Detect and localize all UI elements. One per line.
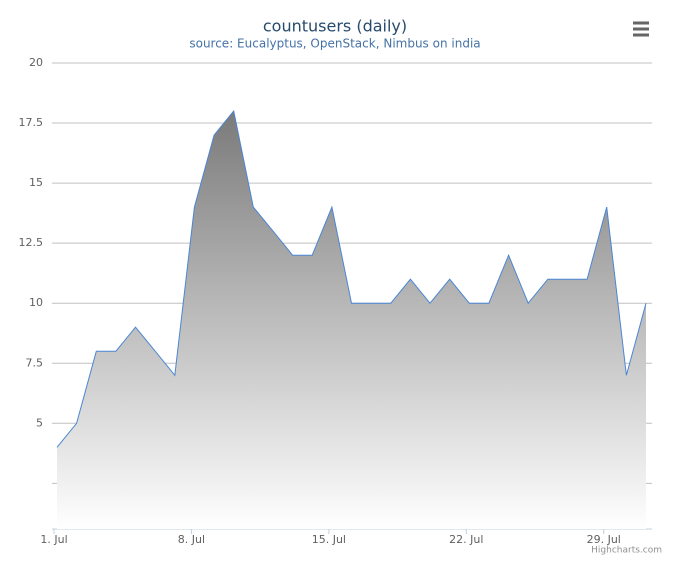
chart-subtitle: source: Eucalyptus, OpenStack, Nimbus on… [189, 37, 480, 51]
y-tick-label: 7.5 [26, 356, 44, 369]
y-tick-label: 12.5 [19, 236, 44, 249]
y-tick-label: 15 [29, 176, 43, 189]
area-fill [57, 111, 646, 529]
y-tick-label: 10 [29, 296, 43, 309]
y-tick-label: 20 [29, 56, 43, 69]
x-tick-label: 15. Jul [312, 533, 346, 546]
chart-title: countusers (daily) [263, 17, 407, 36]
credits[interactable]: Highcharts.com [591, 546, 662, 556]
y-tick-label: 17.5 [19, 116, 44, 129]
menu-icon[interactable] [633, 21, 649, 37]
x-tick-label: 22. Jul [449, 533, 483, 546]
x-tick-label: 29. Jul [587, 533, 621, 546]
x-tick-label: 1. Jul [40, 533, 67, 546]
area-line [56, 109, 647, 448]
x-tick-label: 8. Jul [178, 533, 205, 546]
y-tick-label: 5 [36, 416, 43, 429]
menu-button[interactable] [626, 16, 656, 42]
